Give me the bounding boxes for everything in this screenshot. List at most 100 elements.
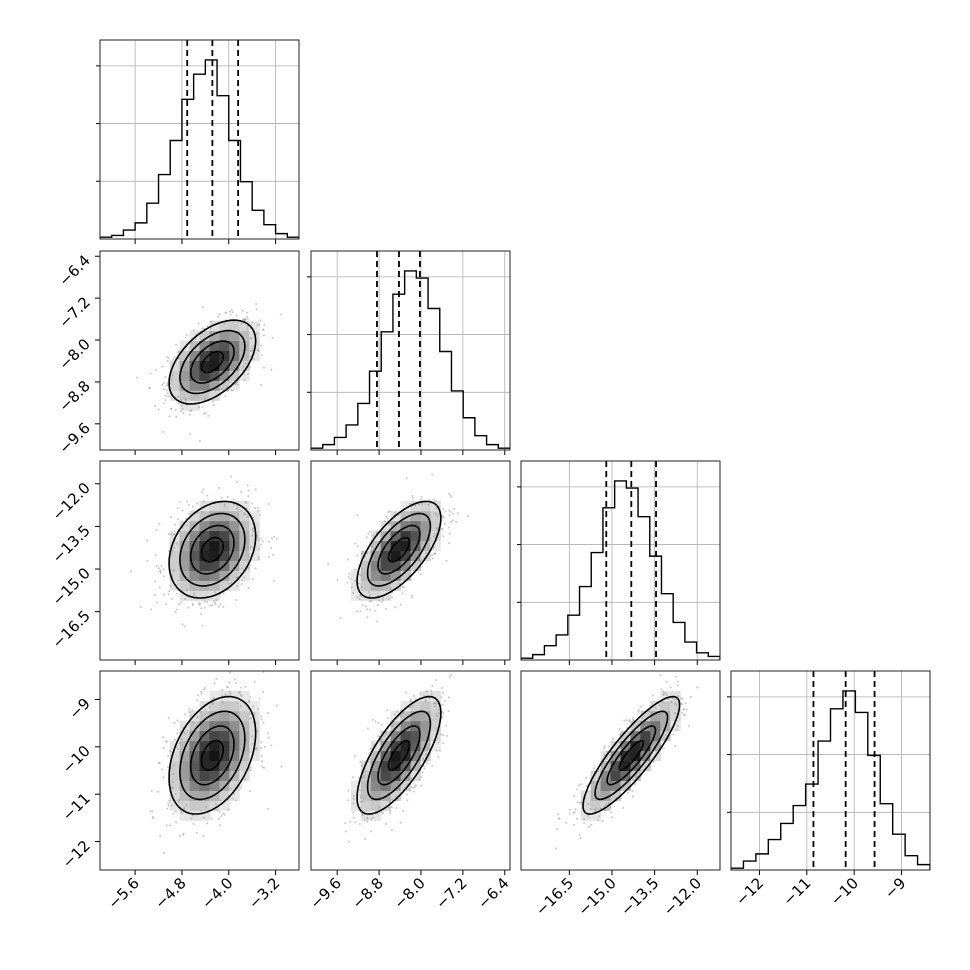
sample-point — [640, 705, 643, 708]
sample-point — [244, 778, 247, 781]
sample-point — [364, 605, 367, 608]
sample-point — [421, 502, 424, 505]
density-cell — [209, 370, 220, 381]
sample-point — [608, 753, 611, 756]
density-cell — [360, 580, 372, 591]
sample-point — [174, 793, 177, 796]
sample-point — [427, 503, 430, 506]
sample-point — [267, 712, 270, 715]
density-cell — [420, 500, 431, 512]
sample-point — [356, 554, 359, 557]
sample-point — [448, 532, 451, 535]
sample-point — [201, 624, 204, 627]
sample-point — [352, 811, 355, 814]
sample-point — [447, 492, 450, 495]
sample-point — [192, 721, 195, 724]
density-cell — [430, 510, 441, 522]
density-cell — [189, 750, 200, 762]
density-cell — [209, 730, 220, 742]
sample-point — [165, 603, 168, 606]
sample-point — [573, 810, 576, 813]
sample-point — [162, 736, 165, 739]
sample-point — [243, 576, 246, 579]
sample-point — [450, 666, 452, 668]
sample-point — [188, 413, 191, 416]
sample-point — [200, 710, 203, 713]
density-cell — [239, 500, 250, 512]
sample-point — [405, 477, 408, 480]
sample-point — [190, 409, 193, 412]
sample-point — [437, 513, 440, 516]
sample-point — [252, 516, 255, 519]
sample-point — [249, 545, 252, 548]
sample-point — [603, 745, 606, 748]
sample-point — [235, 584, 238, 587]
sample-point — [419, 560, 422, 563]
density-cell — [430, 720, 441, 732]
sample-point — [434, 705, 437, 708]
sample-point — [347, 576, 350, 579]
sample-point — [251, 321, 254, 324]
y-tick-label: −9 — [65, 695, 93, 723]
sample-point — [663, 691, 666, 694]
density-cell — [209, 360, 220, 371]
sample-point — [361, 800, 364, 803]
density-cell — [199, 800, 210, 811]
density-cell — [239, 360, 250, 371]
sample-point — [362, 776, 365, 779]
sample-point — [190, 341, 193, 344]
density-cell — [209, 700, 220, 712]
density-cell — [350, 590, 362, 601]
sample-point — [396, 710, 399, 713]
density-cell — [239, 570, 250, 581]
density-cell — [420, 530, 431, 542]
contour-line — [618, 739, 645, 771]
density-cell — [239, 550, 250, 561]
sample-point — [440, 696, 443, 699]
sample-point — [434, 500, 437, 503]
density-cell — [199, 740, 210, 752]
sample-point — [412, 790, 415, 793]
density-cell — [370, 590, 382, 601]
sample-point — [167, 754, 170, 757]
sample-point — [214, 803, 217, 806]
density-cell — [249, 750, 260, 762]
sample-point — [419, 573, 422, 576]
sample-point — [260, 755, 263, 758]
sample-point — [172, 569, 175, 572]
sample-point — [444, 699, 447, 702]
sample-point — [223, 322, 226, 325]
sample-point — [203, 686, 206, 689]
sample-point — [175, 746, 178, 749]
sample-point — [175, 592, 178, 595]
sample-point — [402, 712, 405, 715]
sample-point — [420, 495, 423, 498]
sample-point — [191, 603, 194, 606]
density-cell — [430, 540, 441, 552]
sample-point — [447, 710, 450, 713]
sample-point — [175, 343, 178, 346]
density-cell — [390, 580, 402, 591]
sample-point — [717, 663, 719, 665]
panel-1-0: −9.6 −8.8 −8.0 −7.2 −6.4 — [55, 250, 300, 457]
density-cell — [239, 760, 250, 771]
sample-point — [226, 390, 229, 393]
density-cell — [199, 540, 210, 552]
density-cell — [219, 770, 230, 781]
density-cell — [219, 510, 230, 522]
panel-frame — [99, 250, 300, 451]
y-tick-label: −12.0 — [49, 479, 94, 524]
sample-point — [676, 680, 679, 683]
density-cell — [209, 540, 220, 552]
sample-point — [420, 776, 423, 779]
density-cell — [420, 690, 431, 702]
sample-point — [257, 539, 260, 542]
sample-point — [185, 524, 188, 527]
sample-point — [238, 509, 241, 512]
sample-point — [363, 775, 366, 778]
sample-point — [162, 430, 165, 433]
x-tick-label: −12 — [732, 874, 767, 909]
density-cell — [169, 360, 181, 371]
density-cell — [239, 330, 250, 342]
density-cell — [209, 710, 220, 722]
